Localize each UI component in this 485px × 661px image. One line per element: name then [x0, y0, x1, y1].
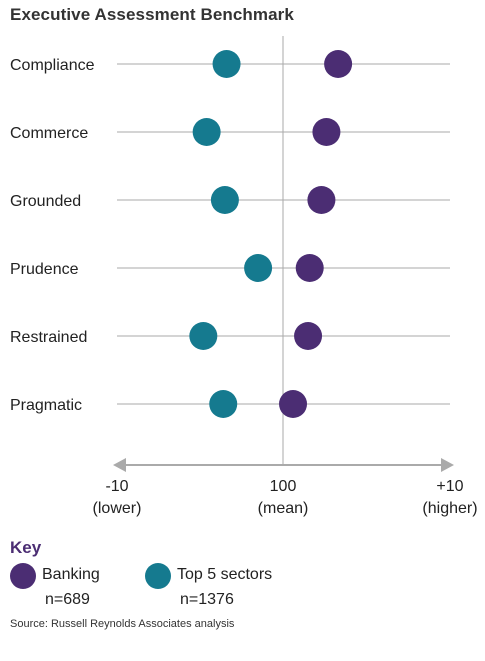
- x-tick-label: -10 (lower): [77, 476, 157, 520]
- x-tick-label: 100 (mean): [243, 476, 323, 520]
- point-banking: [294, 322, 323, 350]
- point-banking: [295, 254, 324, 282]
- point-top5: [209, 390, 238, 418]
- legend-marker-banking: [10, 563, 36, 589]
- legend-n-banking: n=689: [45, 591, 90, 608]
- point-banking: [279, 390, 308, 418]
- x-tick-sublabel: (mean): [257, 500, 309, 517]
- legend-label-top5: Top 5 sectors: [177, 566, 273, 583]
- x-tick-label: +10 (higher): [410, 476, 485, 520]
- point-top5: [244, 254, 273, 282]
- category-label: Compliance: [10, 57, 95, 74]
- x-tick-sublabel: (higher): [422, 500, 478, 517]
- chart-plot: Compliance Commerce Grounded Prudence Restra…: [10, 36, 454, 472]
- x-tick-value: 100: [269, 478, 297, 495]
- point-banking: [307, 186, 336, 214]
- point-top5: [189, 322, 218, 350]
- legend-marker-top5: [145, 563, 171, 589]
- x-axis-arrow-right: [441, 458, 454, 472]
- legend-label-banking: Banking: [42, 566, 100, 583]
- point-banking: [324, 50, 353, 78]
- point-top5: [210, 186, 239, 214]
- x-tick-sublabel: (lower): [92, 500, 142, 517]
- chart-title: Executive Assessment Benchmark: [10, 5, 294, 24]
- point-banking: [312, 118, 341, 146]
- category-label: Prudence: [10, 261, 79, 278]
- source-note: Source: Russell Reynolds Associates anal…: [10, 618, 235, 630]
- point-top5: [212, 50, 241, 78]
- category-label: Pragmatic: [10, 397, 82, 414]
- x-tick-value: +10: [436, 478, 464, 495]
- point-top5: [192, 118, 221, 146]
- key-title: Key: [10, 538, 42, 557]
- category-label: Grounded: [10, 193, 81, 210]
- x-tick-value: -10: [105, 478, 129, 495]
- category-label: Commerce: [10, 125, 88, 142]
- category-label: Restrained: [10, 329, 87, 346]
- x-axis-arrow-left: [113, 458, 126, 472]
- legend-n-top5: n=1376: [180, 591, 234, 608]
